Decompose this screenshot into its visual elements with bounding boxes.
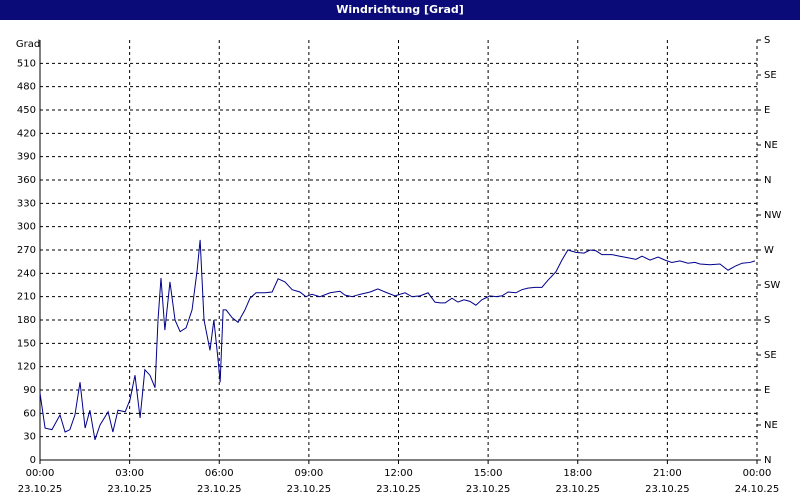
x-tick-date: 24.10.25 bbox=[735, 484, 780, 495]
x-tick-label: 09:00 bbox=[294, 468, 323, 479]
y-tick-label: 60 bbox=[23, 408, 36, 419]
y2-tick-label: E bbox=[764, 105, 770, 116]
x-tick-label: 03:00 bbox=[115, 468, 144, 479]
y2-tick-label: S bbox=[764, 35, 770, 46]
y-tick-label: 450 bbox=[17, 105, 36, 116]
y-tick-label: 90 bbox=[23, 385, 36, 396]
y-tick-label: 180 bbox=[17, 315, 36, 326]
y-tick-label: 30 bbox=[23, 432, 36, 443]
y2-tick-label: NE bbox=[764, 140, 778, 151]
y-tick-label: 420 bbox=[17, 128, 36, 139]
x-tick-date: 23.10.25 bbox=[466, 484, 511, 495]
x-tick-label: 18:00 bbox=[563, 468, 592, 479]
y2-tick-label: N bbox=[764, 455, 771, 466]
title-bar bbox=[0, 0, 800, 20]
x-tick-date: 23.10.25 bbox=[645, 484, 690, 495]
y2-tick-label: E bbox=[764, 385, 770, 396]
y-tick-label: 300 bbox=[17, 222, 36, 233]
y-tick-label: 120 bbox=[17, 362, 36, 373]
y-tick-label: 210 bbox=[17, 292, 36, 303]
y2-tick-label: N bbox=[764, 175, 771, 186]
y2-tick-label: SE bbox=[764, 70, 777, 81]
y-tick-label: 0 bbox=[30, 455, 36, 466]
data-line bbox=[39, 239, 756, 440]
y-tick-label: 510 bbox=[17, 58, 36, 69]
y2-tick-label: SE bbox=[764, 350, 777, 361]
y-axis-label: Grad bbox=[16, 39, 40, 50]
y2-tick-label: NE bbox=[764, 420, 778, 431]
y-tick-label: 330 bbox=[17, 198, 36, 209]
y2-tick-label: S bbox=[764, 315, 770, 326]
y-tick-label: 150 bbox=[17, 338, 36, 349]
y-tick-label: 270 bbox=[17, 245, 36, 256]
x-tick-date: 23.10.25 bbox=[287, 484, 332, 495]
y-tick-label: 480 bbox=[17, 82, 36, 93]
y-tick-label: 360 bbox=[17, 175, 36, 186]
x-tick-label: 15:00 bbox=[474, 468, 503, 479]
x-tick-date: 23.10.25 bbox=[18, 484, 63, 495]
x-tick-label: 06:00 bbox=[205, 468, 234, 479]
x-tick-label: 00:00 bbox=[743, 468, 772, 479]
y-tick-label: 240 bbox=[17, 268, 36, 279]
chart-title: Windrichtung [Grad] bbox=[336, 3, 464, 16]
x-tick-label: 21:00 bbox=[653, 468, 682, 479]
y2-tick-label: NW bbox=[764, 210, 781, 221]
x-tick-label: 12:00 bbox=[384, 468, 413, 479]
x-tick-label: 00:00 bbox=[26, 468, 55, 479]
y2-tick-label: W bbox=[764, 245, 774, 256]
y-tick-label: 390 bbox=[17, 152, 36, 163]
x-tick-date: 23.10.25 bbox=[107, 484, 152, 495]
x-tick-date: 23.10.25 bbox=[197, 484, 242, 495]
x-tick-date: 23.10.25 bbox=[376, 484, 421, 495]
x-tick-date: 23.10.25 bbox=[555, 484, 600, 495]
y2-tick-label: SW bbox=[764, 280, 780, 291]
